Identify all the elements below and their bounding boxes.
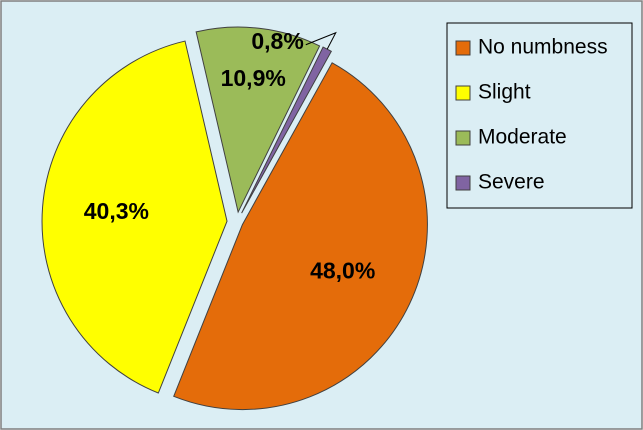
legend-swatch: [455, 175, 471, 191]
legend-box: [446, 22, 633, 209]
pie-slice: [41, 40, 228, 394]
pie-slice: [173, 62, 428, 411]
legend-label: Severe: [478, 171, 545, 194]
legend-swatch: [455, 40, 471, 56]
legend-label: Slight: [478, 81, 531, 104]
data-label: 48,0%: [310, 257, 375, 283]
legend-swatch: [455, 85, 471, 101]
data-label: 40,3%: [84, 198, 149, 224]
legend-label: Moderate: [478, 126, 567, 149]
legend-swatch: [455, 130, 471, 146]
leader-line: [305, 31, 337, 50]
data-label: 10,9%: [221, 65, 286, 91]
legend-label: No numbness: [478, 36, 608, 59]
data-label: 0,8%: [251, 28, 303, 54]
pie-slice: [195, 26, 321, 214]
